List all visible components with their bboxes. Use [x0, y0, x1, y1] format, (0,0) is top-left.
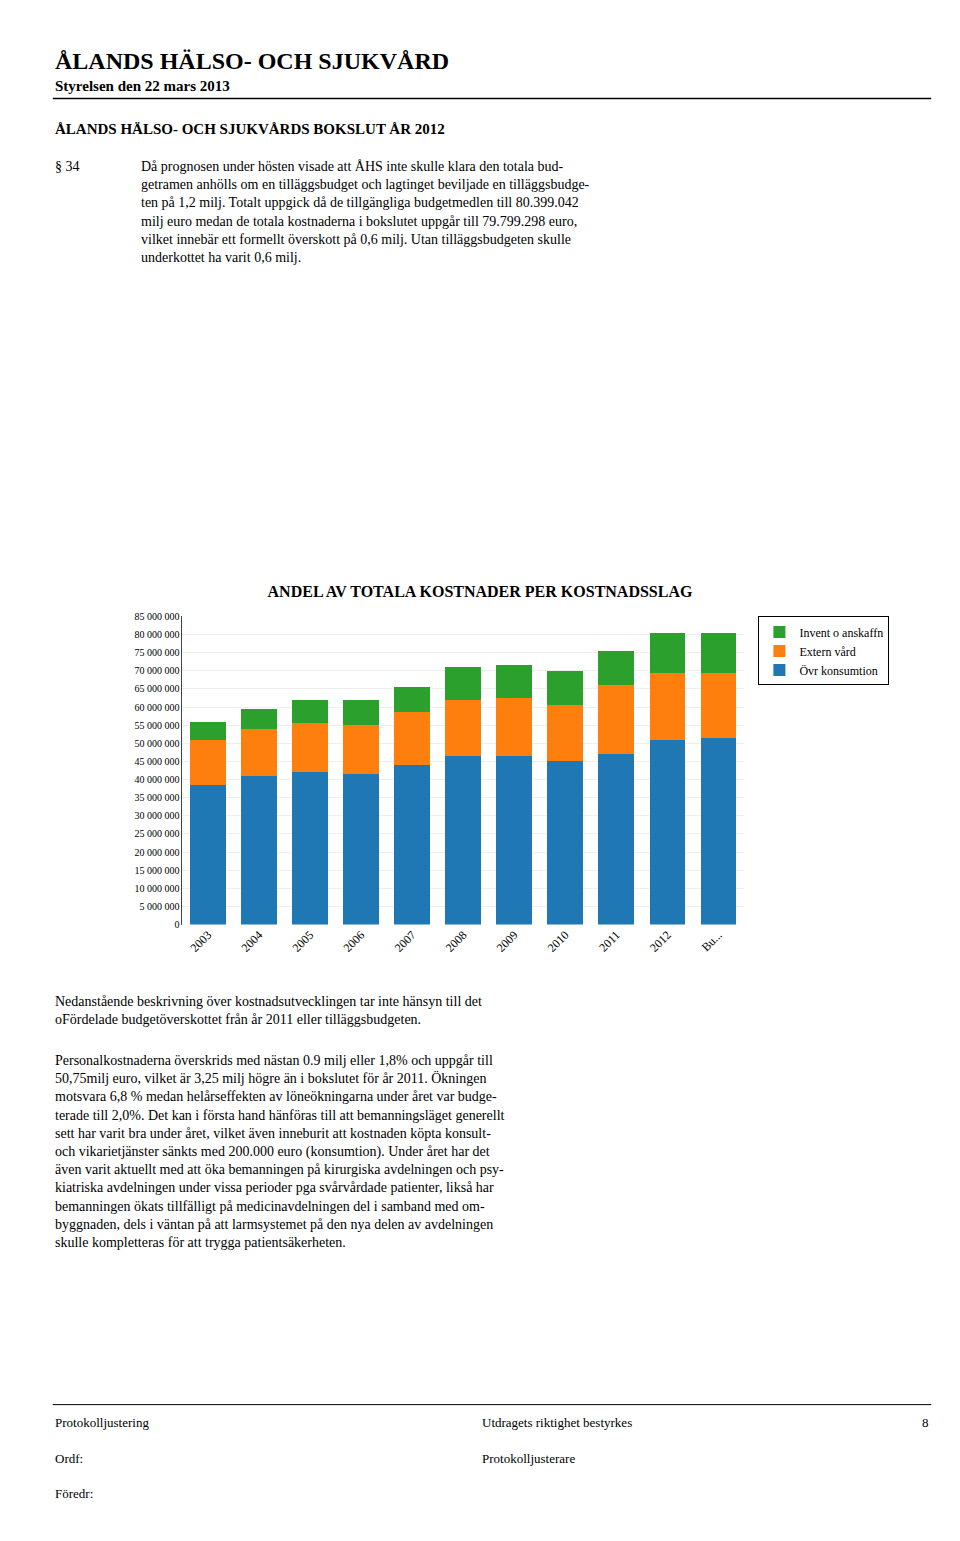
svg-text:45 000 000: 45 000 000	[134, 756, 179, 767]
svg-text:Extern vård: Extern vård	[799, 645, 855, 659]
svg-text:ANDEL AV TOTALA KOSTNADER PER: ANDEL AV TOTALA KOSTNADER PER KOSTNADSSL…	[268, 583, 693, 600]
svg-text:20 000 000: 20 000 000	[134, 847, 179, 858]
svg-text:80 000 000: 80 000 000	[134, 629, 179, 640]
svg-text:5 000 000: 5 000 000	[139, 901, 179, 912]
svg-text:2006: 2006	[341, 928, 368, 955]
svg-text:Ordf:: Ordf:	[55, 1451, 83, 1466]
svg-text:10 000 000: 10 000 000	[134, 883, 179, 894]
svg-text:Övr konsumtion: Övr konsumtion	[799, 664, 877, 678]
svg-text:Protokolljustering: Protokolljustering	[55, 1415, 149, 1430]
svg-text:8: 8	[922, 1415, 929, 1430]
svg-text:ÅLANDS HÄLSO- OCH SJUKVÅRDS BO: ÅLANDS HÄLSO- OCH SJUKVÅRDS BOKSLUT ÅR 2…	[55, 121, 445, 137]
svg-text:2009: 2009	[494, 928, 521, 955]
svg-text:2012: 2012	[647, 928, 674, 955]
svg-text:0: 0	[174, 919, 179, 930]
svg-text:Utdragets riktighet bestyrkes: Utdragets riktighet bestyrkes	[482, 1415, 632, 1430]
svg-text:15 000 000: 15 000 000	[134, 865, 179, 876]
svg-text:Protokolljusterare: Protokolljusterare	[482, 1451, 575, 1466]
svg-text:60 000 000: 60 000 000	[134, 702, 179, 713]
svg-text:2010: 2010	[545, 928, 572, 955]
svg-text:Bu...: Bu...	[699, 928, 725, 954]
svg-text:50 000 000: 50 000 000	[134, 738, 179, 749]
svg-text:70 000 000: 70 000 000	[134, 665, 179, 676]
svg-text:Styrelsen den 22 mars 2013: Styrelsen den 22 mars 2013	[55, 78, 230, 94]
svg-text:2003: 2003	[187, 928, 214, 955]
svg-text:Personalkostnaderna överskrids: Personalkostnaderna överskrids med nästa…	[55, 1053, 505, 1250]
svg-text:40 000 000: 40 000 000	[134, 774, 179, 785]
svg-text:Invent o anskaffn: Invent o anskaffn	[799, 626, 883, 640]
svg-text:25 000 000: 25 000 000	[134, 828, 179, 839]
svg-text:2007: 2007	[392, 928, 419, 955]
svg-text:65 000 000: 65 000 000	[134, 683, 179, 694]
svg-text:Nedanstående beskrivning över: Nedanstående beskrivning över kostnadsut…	[55, 994, 482, 1027]
svg-text:85 000 000: 85 000 000	[134, 611, 179, 622]
svg-text:35 000 000: 35 000 000	[134, 792, 179, 803]
svg-text:55 000 000: 55 000 000	[134, 720, 179, 731]
svg-text:Föredr:: Föredr:	[55, 1486, 93, 1501]
svg-text:2005: 2005	[290, 928, 317, 955]
svg-text:75 000 000: 75 000 000	[134, 647, 179, 658]
svg-text:§ 34: § 34	[55, 159, 80, 174]
svg-text:Då prognosen under hösten visa: Då prognosen under hösten visade att ÅHS…	[141, 159, 590, 265]
svg-text:2004: 2004	[238, 928, 265, 955]
svg-text:ÅLANDS HÄLSO- OCH SJUKVÅRD: ÅLANDS HÄLSO- OCH SJUKVÅRD	[55, 48, 449, 74]
svg-text:2011: 2011	[596, 928, 623, 955]
svg-text:2008: 2008	[443, 928, 470, 955]
svg-text:30 000 000: 30 000 000	[134, 810, 179, 821]
